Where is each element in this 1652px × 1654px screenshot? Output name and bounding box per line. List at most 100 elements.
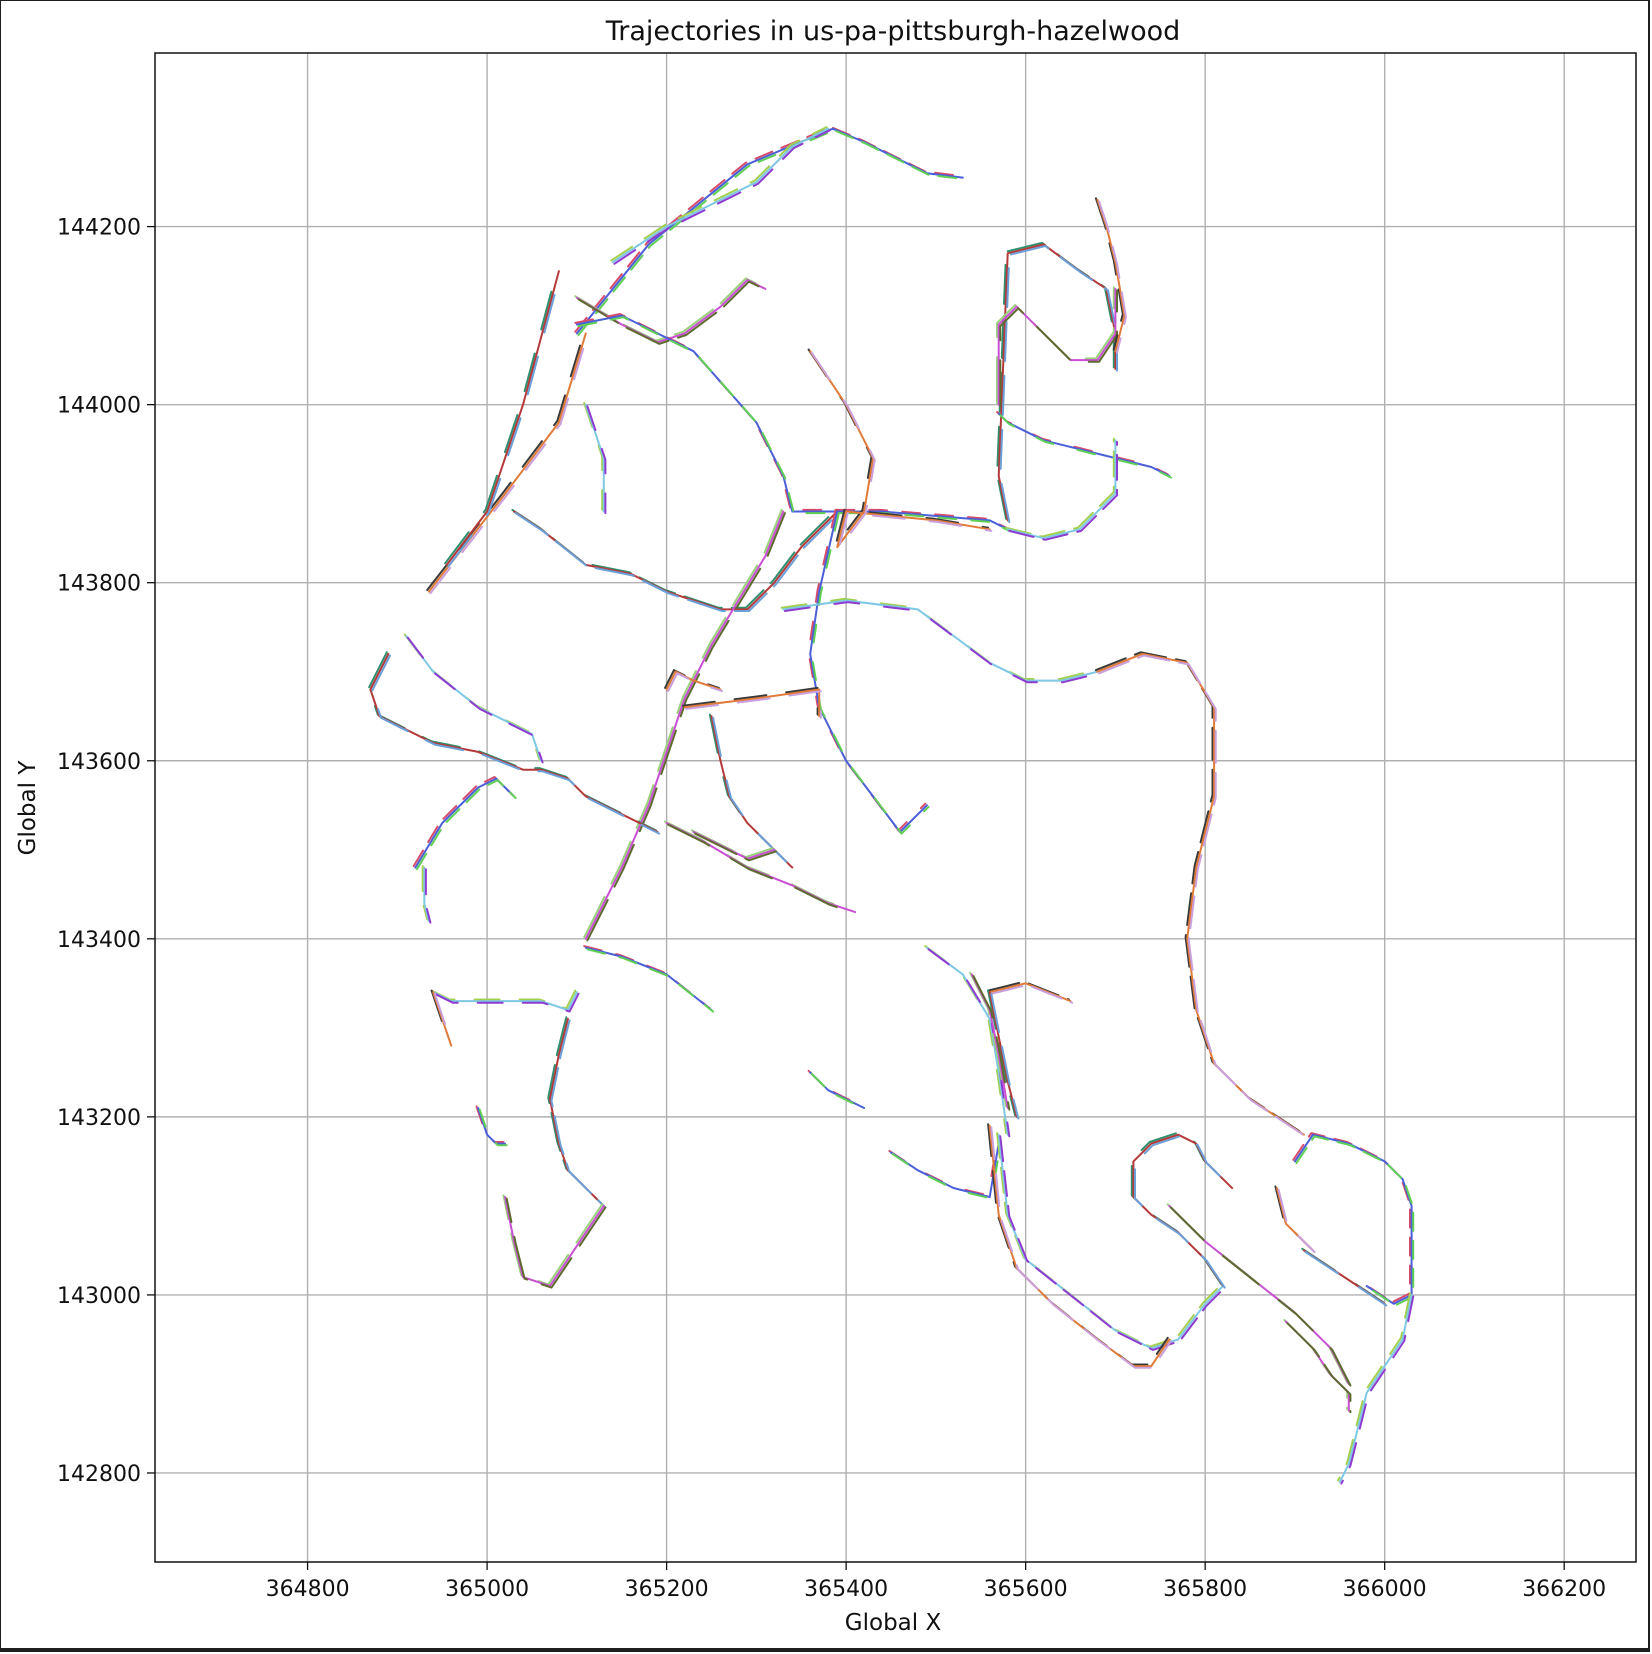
y-tick-label: 143000 [57,1284,141,1309]
trajectory-line [997,243,1117,522]
trajectory-line [972,975,1011,1111]
trajectory-line [426,330,586,591]
trajectory-line [997,412,1171,477]
trajectory-line [1098,654,1307,1138]
trajectory-line [667,823,858,915]
trajectory-line [577,280,768,345]
trajectory-line [1094,651,1304,1135]
trajectory-line [445,270,560,566]
trajectory-line [1304,1251,1388,1307]
trajectory-line [1293,1133,1413,1305]
trajectory-line [1132,1133,1234,1287]
y-tick-label: 142800 [57,1462,141,1487]
trajectory-line [1286,1322,1352,1414]
y-tick-label: 144000 [57,394,141,419]
trajectory-line [1340,1295,1415,1485]
trajectory-line [712,716,795,871]
trajectory-line [1292,1132,1411,1304]
trajectory-line [586,405,607,515]
trajectory-line [807,1069,864,1108]
x-tick-label: 365800 [1163,1577,1247,1602]
trajectory-line [577,316,1011,532]
trajectory-line [575,279,767,344]
x-axis-label: Global X [845,1610,942,1636]
y-axis-ticks: 142800 143000 143200 143400 143600 143800 1440… [57,216,155,1487]
trajectory-line [987,989,1017,1117]
trajectory-line [810,1073,867,1111]
trajectory-line [505,1197,607,1289]
trajectory-line [710,715,794,869]
trajectory-line [783,601,1101,684]
trajectory-line [708,713,792,867]
x-tick-label: 365200 [625,1577,709,1602]
y-tick-label: 143400 [57,928,141,953]
trajectory-line [586,948,715,1013]
trajectory-line [575,314,1009,531]
trajectory-line [502,1194,604,1286]
trajectory-line [988,1124,1171,1368]
trajectory-line [574,313,1008,529]
trajectory-line [583,402,604,511]
trajectory-line [682,686,819,716]
trajectory-line [1338,1293,1413,1483]
trajectory-line [550,1019,607,1209]
trajectory-line [996,241,1115,520]
trajectory-line [1337,1292,1411,1482]
trajectory-line [1005,437,1115,538]
trajectory-line [447,271,562,568]
trajectory-line [613,129,831,265]
trajectory-line [988,991,1018,1118]
y-tick-label: 144200 [57,216,141,241]
trajectory-line [987,1123,1169,1366]
x-tick-label: 365600 [984,1577,1068,1602]
trajectory-line [667,672,724,693]
trajectory-line [990,1126,1172,1369]
trajectory-line [1276,1187,1314,1252]
trajectory-line [1008,440,1118,541]
trajectory-line [780,597,1097,680]
trajectory-line [925,946,1009,1136]
trajectory-line [1295,1135,1415,1307]
trajectory-line [414,777,515,869]
trajectory-line [432,991,578,1011]
trajectory-line [1098,200,1127,354]
trajectory-line [999,414,1172,479]
trajectory-line [990,992,1020,1120]
trajectory-line [891,1144,1002,1200]
trajectory-line [809,1071,866,1109]
y-tick-label: 143600 [57,750,141,775]
trajectory-line [405,635,542,762]
trajectory-line [809,510,928,833]
trajectory-line [478,1108,508,1147]
trajectory-line [888,1141,999,1197]
plot-area-border [154,52,1637,1563]
trajectory-line [1134,1135,1235,1289]
trajectory-line [575,127,964,335]
trajectory-line [367,651,657,832]
trajectory-line [810,351,993,550]
trajectory-line [692,831,776,860]
trajectory-line [504,1196,605,1287]
trajectory-line [782,599,1099,682]
trajectory-line [927,948,1011,1138]
trajectory-line [586,512,786,942]
trajectory-line [574,277,765,342]
x-tick-label: 366000 [1343,1577,1427,1602]
trajectory-line [432,991,453,1047]
trajectory-line [444,268,559,565]
x-tick-label: 365000 [445,1577,529,1602]
trajectory-line [685,690,822,719]
y-tick-label: 143800 [57,572,141,597]
x-tick-label: 365400 [804,1577,888,1602]
trajectory-line [890,1142,1000,1198]
trajectory-line [514,512,840,612]
trajectory-line [584,403,605,513]
trajectory-line [924,945,1008,1135]
x-tick-label: 364800 [266,1577,350,1602]
trajectory-line [433,992,454,1049]
trajectory-series [367,126,1415,1485]
trajectory-line [584,946,713,1011]
y-tick-label: 143200 [57,1106,141,1131]
trajectory-line [477,1107,507,1145]
